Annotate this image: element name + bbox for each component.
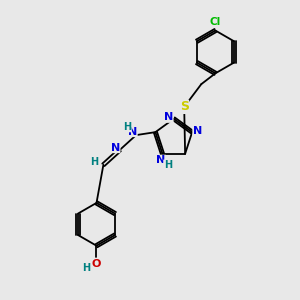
- Text: N: N: [193, 126, 202, 136]
- Text: H: H: [82, 263, 90, 273]
- Text: Cl: Cl: [210, 17, 221, 27]
- Text: O: O: [92, 259, 101, 269]
- Text: H: H: [123, 122, 131, 132]
- Text: S: S: [180, 100, 189, 113]
- Text: N: N: [164, 112, 173, 122]
- Text: N: N: [111, 142, 120, 153]
- Text: H: H: [164, 160, 172, 170]
- Text: H: H: [90, 157, 98, 167]
- Text: N: N: [128, 127, 137, 136]
- Text: N: N: [156, 155, 166, 165]
